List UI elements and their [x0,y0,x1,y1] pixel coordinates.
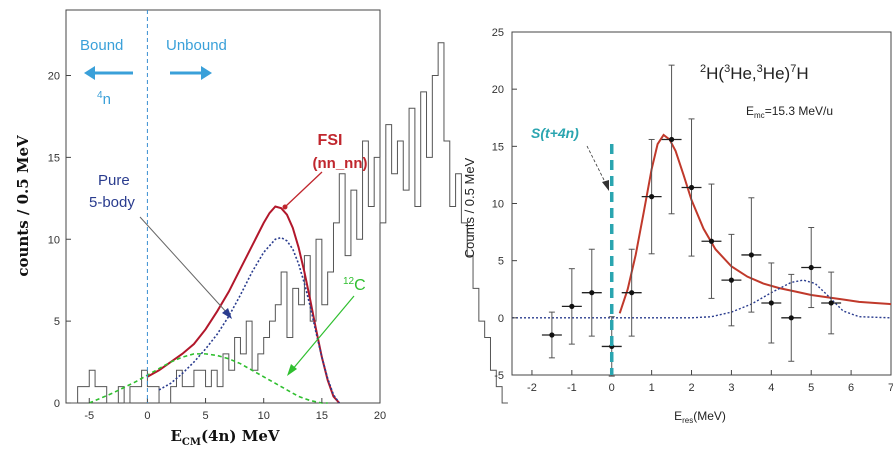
right-curve-1 [512,279,892,319]
right-x-tick-label: -2 [527,382,537,394]
right-x-ticks: -2 -1 0 1 2 3 4 5 6 7 [527,370,893,394]
unbound-label: Unbound [166,37,227,54]
right-curves [512,133,892,319]
threshold-pointer [586,145,607,185]
right-x-tick-label: 1 [649,382,655,394]
c12-pointer [291,295,355,371]
data-point [741,197,762,313]
data-point [821,271,842,335]
bound-label: Bound [80,37,123,54]
right-y-tick-label: -5 [494,370,504,382]
right-x-tick-label: -1 [567,382,577,394]
right-y-tick-label: 25 [492,27,504,39]
data-point [721,233,742,327]
fsi-pointer [285,171,323,207]
histogram-steps [66,42,508,404]
left-x-tick-label: -5 [84,410,94,422]
left-y-tick-label: 0 [54,398,60,410]
data-point [681,118,702,257]
data-point [781,273,802,362]
right-x-tick-label: 3 [728,382,734,394]
bound-arrow [84,66,133,80]
left-y-tick-label: 20 [48,71,60,83]
fourn-label: 4n [97,90,111,108]
left-x-axis-label: ECM(4n) MeV [170,427,279,448]
right-plot-frame [511,31,892,376]
left-x-tick-label: 5 [202,410,208,422]
reaction-label: 2H(3He,3He)7H [700,63,809,83]
right-curve-0 [618,133,892,314]
right-x-tick-label: 0 [609,382,615,394]
left-y-tick-label: 10 [48,234,60,246]
left-y-tick-label: 15 [48,152,60,164]
left-curve-2 [88,353,328,404]
data-point [701,183,722,299]
right-data-points [541,64,842,377]
data-point [581,248,602,337]
right-y-tick-label: 10 [492,199,504,211]
data-point [541,311,562,359]
data-point [761,262,782,344]
pure-label: Pure [98,172,130,189]
threshold-pointer-head [602,180,609,191]
left-chart: -5 0 5 10 15 20 0 5 10 15 20 ECM(4n) MeV counts /… [14,9,508,448]
right-x-tick-label: 2 [688,382,694,394]
right-y-tick-label: 20 [492,84,504,96]
left-y-axis-label: counts / 0.5 MeV [14,135,32,277]
threshold-label: S(t+4n) [531,125,579,141]
beam-energy-label: Emc=15.3 MeV/u [746,104,833,120]
left-curve-1 [158,236,340,404]
data-point [561,268,582,345]
left-x-tick-label: 0 [144,410,150,422]
right-y-tick-label: 0 [498,313,504,325]
left-curves [88,205,341,404]
data-point [661,64,682,215]
c12-pointer-head [287,364,297,376]
c12-label: 12C [343,276,366,294]
right-y-axis-label: Counts / 0.5 MeV [462,157,477,258]
right-chart: -2 -1 0 1 2 3 4 5 6 7 -5 0 5 10 15 20 25 S(t+4n) 2H(3He… [462,27,893,425]
left-y-tick-label: 5 [54,316,60,328]
right-y-tick-label: 15 [492,141,504,153]
pure-pointer [139,216,229,315]
left-histogram [66,42,508,404]
left-y-ticks: 0 5 10 15 20 [48,71,71,410]
right-y-ticks: -5 0 5 10 15 20 25 [492,27,517,382]
left-x-tick-label: 20 [374,410,386,422]
right-x-tick-label: 5 [808,382,814,394]
pure-pointer-head [222,308,232,319]
right-x-tick-label: 6 [848,382,854,394]
unbound-arrow [170,66,212,80]
five-body-label: 5-body [89,194,135,211]
data-point [621,248,642,337]
fsi-label: FSI [318,132,343,149]
data-point [801,227,822,309]
data-point [641,138,662,255]
left-x-tick-label: 15 [316,410,328,422]
right-x-tick-label: 7 [888,382,893,394]
left-x-tick-label: 10 [258,410,270,422]
fsi-pointer-dot [282,204,288,210]
right-y-tick-label: 5 [498,256,504,268]
right-x-tick-label: 4 [768,382,774,394]
right-x-axis-label: Eres(MeV) [674,409,726,425]
fsi-sub-label: (nn_nn) [313,155,368,172]
